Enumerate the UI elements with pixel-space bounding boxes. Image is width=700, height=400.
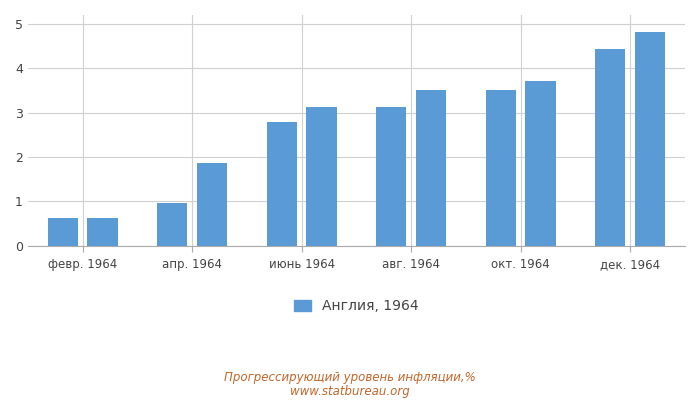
Bar xyxy=(526,82,556,246)
Bar xyxy=(48,218,78,246)
Bar xyxy=(197,164,227,246)
Bar xyxy=(416,90,446,246)
Bar xyxy=(635,32,665,246)
Bar xyxy=(88,218,118,246)
Text: Прогрессирующий уровень инфляции,%: Прогрессирующий уровень инфляции,% xyxy=(224,372,476,384)
Bar xyxy=(595,49,626,246)
Bar xyxy=(267,122,297,246)
Bar xyxy=(158,203,188,246)
Legend: Англия, 1964: Англия, 1964 xyxy=(288,294,424,319)
Bar xyxy=(486,90,516,246)
Bar xyxy=(307,107,337,246)
Bar xyxy=(377,107,407,246)
Text: www.statbureau.org: www.statbureau.org xyxy=(290,386,410,398)
